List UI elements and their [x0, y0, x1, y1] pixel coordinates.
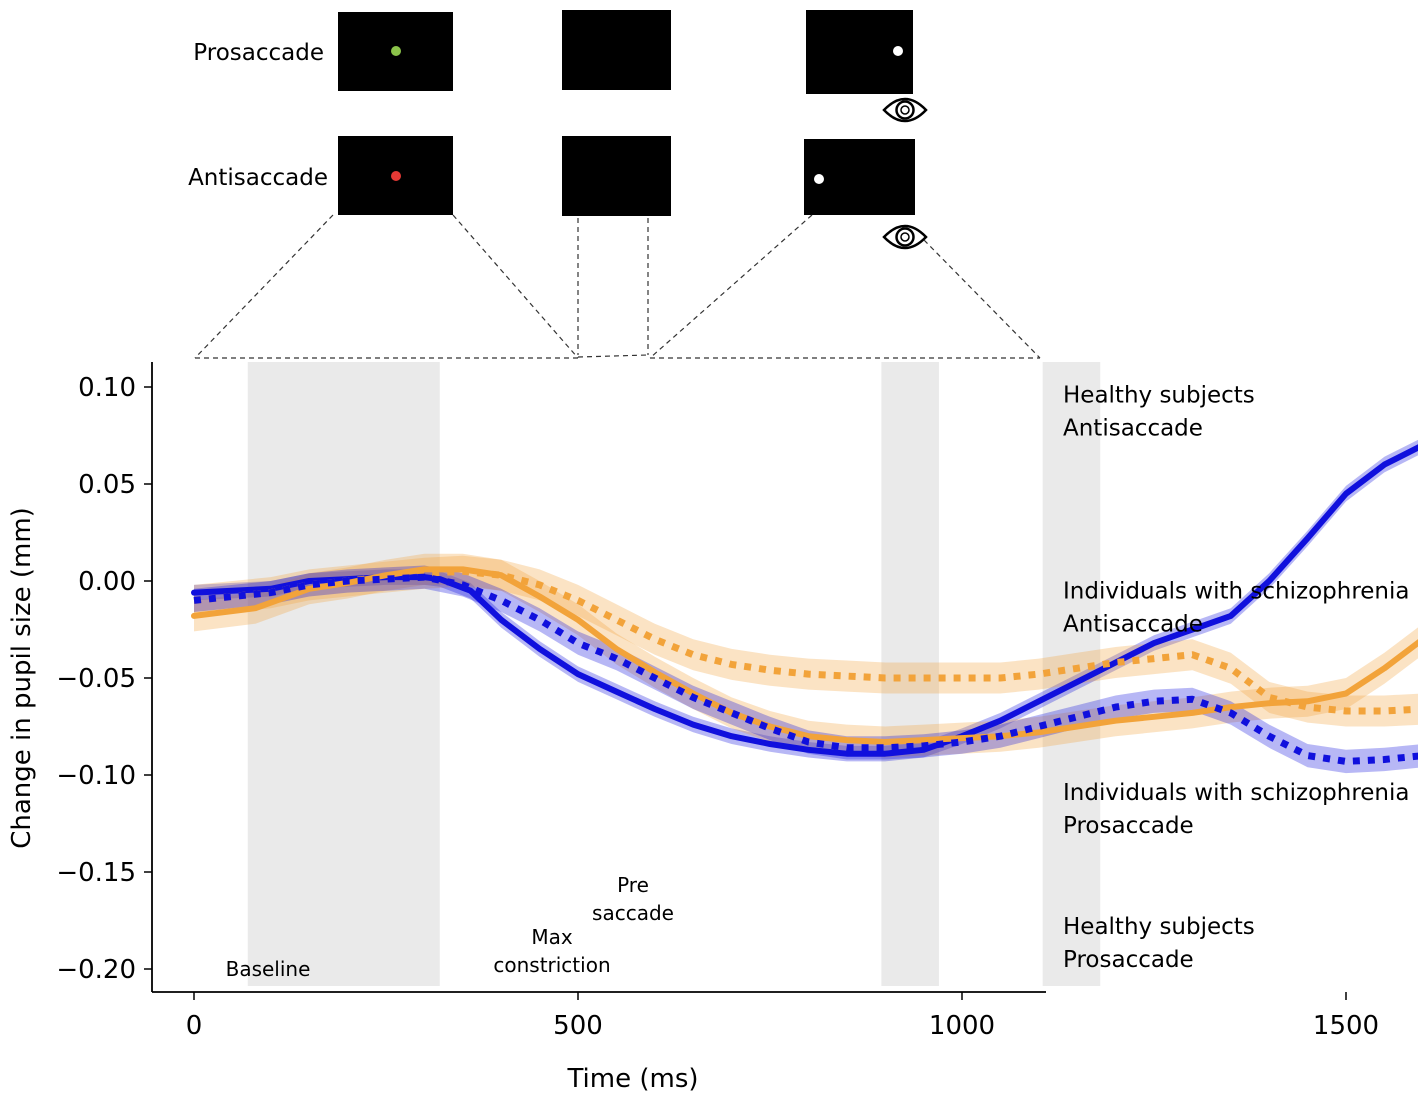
- x-tick-label: 500: [553, 1011, 603, 1041]
- series-line: [193, 573, 1418, 765]
- y-tick-label: −0.05: [56, 664, 136, 694]
- green-cue-dot: [391, 46, 401, 56]
- x-tick-label: 1500: [1313, 1011, 1379, 1041]
- red-cue-dot: [391, 171, 401, 181]
- white-target-dot-left: [814, 174, 824, 184]
- series-label: Prosaccade: [1063, 813, 1194, 839]
- series-label: Antisaccade: [1063, 611, 1203, 637]
- series-labels: Healthy subjects Antisaccade Individuals w…: [1063, 383, 1410, 974]
- shaded-window: [247, 362, 440, 986]
- series-label: Healthy subjects: [1063, 914, 1255, 940]
- x-tick-label: 1000: [929, 1011, 995, 1041]
- row-label-antisaccade: Antisaccade: [188, 165, 328, 191]
- eye-icon: [882, 224, 928, 250]
- pupil-chart: 05001000150020000.100.050.00−0.05−0.10−0…: [7, 362, 1418, 1094]
- window-label: Baseline: [226, 957, 311, 981]
- series-line: [191, 444, 1418, 757]
- white-target-dot-right: [893, 46, 903, 56]
- y-tick-label: 0.10: [78, 373, 136, 403]
- window-label: Max: [531, 925, 573, 949]
- ticks: 05001000150020000.100.050.00−0.05−0.10−0…: [56, 373, 1379, 1041]
- eye-icon: [882, 97, 928, 123]
- series-lines: [191, 444, 1418, 765]
- connector-lines: [194, 214, 1041, 359]
- series-band: [194, 555, 1418, 727]
- y-tick-label: 0.00: [78, 567, 136, 597]
- shaded-window: [881, 362, 939, 986]
- window-labels: Baseline Max constriction Pre saccade: [226, 873, 674, 981]
- x-tick-label: 0: [186, 1011, 203, 1041]
- y-axis-label: Change in pupil size (mm): [7, 507, 37, 849]
- y-tick-label: −0.15: [56, 858, 136, 888]
- series-line: [193, 567, 1418, 715]
- series-band: [194, 553, 1418, 758]
- series-label: Individuals with schizophrenia: [1063, 578, 1410, 604]
- y-tick-label: 0.05: [78, 470, 136, 500]
- window-label: saccade: [592, 901, 674, 925]
- series-label: Antisaccade: [1063, 416, 1203, 442]
- shaded-windows: [247, 362, 1101, 986]
- y-tick-label: −0.10: [56, 761, 136, 791]
- axes: [151, 362, 1046, 993]
- x-axis-label: Time (ms): [566, 1064, 698, 1094]
- row-label-prosaccade: Prosaccade: [193, 40, 324, 66]
- gap-screen-antisaccade: [562, 136, 671, 216]
- series-label: Individuals with schizophrenia: [1063, 780, 1410, 806]
- window-label: Pre: [617, 873, 649, 897]
- gap-screen-prosaccade: [562, 10, 671, 90]
- series-label: Healthy subjects: [1063, 383, 1255, 409]
- series-label: Prosaccade: [1063, 947, 1194, 973]
- window-label: constriction: [493, 953, 610, 977]
- paradigm-panel: Prosaccade Antisaccade: [188, 10, 1041, 359]
- y-tick-label: −0.20: [56, 955, 136, 985]
